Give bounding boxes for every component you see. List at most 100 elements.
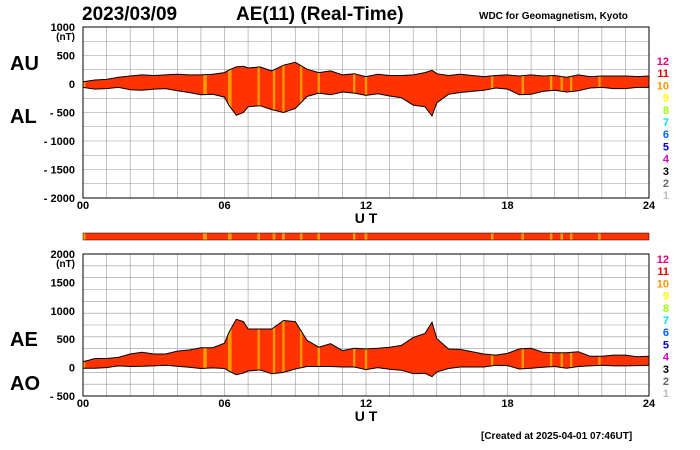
panel2-partial-stripe — [272, 319, 276, 377]
station-band-segment — [257, 233, 260, 240]
panel1-partial-stripe — [228, 62, 232, 116]
station-band-segment — [364, 233, 368, 240]
panel2-ytick-label: 1500 — [51, 277, 75, 289]
panel1-xtick-label: 12 — [360, 200, 372, 212]
panel2-xaxis-label: U T — [355, 408, 378, 424]
scale-label-8: 8 — [663, 303, 669, 315]
panel2-series-ao-line — [83, 364, 650, 378]
scale-label-8: 8 — [663, 105, 669, 117]
panel1-partial-stripe — [569, 62, 573, 116]
scale-label-11: 11 — [657, 266, 669, 278]
panel1-partial-stripe — [560, 62, 563, 116]
station-band-segment — [83, 233, 86, 240]
panel1-ytick-label: 1000 — [51, 22, 75, 34]
panel2-partial-stripe — [317, 319, 321, 377]
panel1-partial-stripe — [299, 62, 303, 116]
scale-label-4: 4 — [663, 352, 670, 364]
station-band-segment — [272, 233, 276, 240]
panel2-ytick-label: 1000 — [51, 306, 75, 318]
panel1-ytick-label: - 1500 — [44, 165, 75, 177]
panel1-ytick-label: 0 — [69, 79, 75, 91]
panel1-partial-stripe — [317, 62, 321, 116]
scale-label-10: 10 — [657, 278, 669, 290]
scale-label-3: 3 — [663, 364, 669, 376]
scale-label-1: 1 — [663, 388, 669, 400]
panel1-xtick-label: 18 — [501, 200, 513, 212]
scale-label-7: 7 — [663, 315, 669, 327]
scale-label-2: 2 — [663, 376, 669, 388]
station-band-segment — [600, 233, 649, 240]
label-ae: AE — [10, 329, 38, 351]
panel2-partial-stripe — [228, 319, 232, 377]
station-band-segment — [572, 233, 599, 240]
panel2-partial-stripe — [282, 319, 285, 377]
panel1-ytick-label: - 1000 — [44, 136, 75, 148]
station-band-segment — [355, 233, 365, 240]
scale-label-6: 6 — [663, 327, 669, 339]
station-band-segment — [302, 233, 318, 240]
station-band-segment — [206, 233, 229, 240]
panel2-frame — [82, 253, 650, 397]
station-band-segment — [367, 233, 491, 240]
panel2-ytick-label: 500 — [57, 334, 75, 346]
scale-label-12: 12 — [657, 56, 669, 68]
station-band-segment — [562, 233, 570, 240]
date-label: 2023/03/09 — [82, 4, 178, 25]
organization-label: WDC for Geomagnetism, Kyoto — [479, 11, 628, 22]
panel2-xtick-label: 18 — [501, 398, 513, 410]
station-band-segment — [320, 233, 354, 240]
station-band-segment — [203, 233, 207, 240]
panel2-partial-stripe — [299, 319, 303, 377]
station-band-segment — [228, 233, 232, 240]
station-band-segment — [549, 233, 553, 240]
station-band-segment — [569, 233, 573, 240]
station-band-segment — [524, 233, 550, 240]
panel2-area-fill — [83, 319, 649, 377]
panel2-unit-label: (nT) — [56, 259, 75, 270]
scale-label-9: 9 — [663, 291, 669, 303]
station-band-segment — [275, 233, 283, 240]
panel1-xtick-label: 24 — [643, 200, 656, 212]
panel2-ytick-label: 0 — [69, 363, 75, 375]
panel1-partial-stripe — [521, 62, 525, 116]
station-band-segment — [231, 233, 258, 240]
panel1-series-al-line — [82, 86, 649, 117]
station-band-segment — [552, 233, 561, 240]
panel1-ytick-label: - 2000 — [44, 193, 75, 205]
panel1-xaxis-label: U T — [355, 210, 378, 226]
station-band-segment — [560, 233, 563, 240]
panel1-ytick-label: 500 — [57, 51, 75, 63]
panel2-series-ae-line — [82, 318, 650, 363]
station-band-segment — [493, 233, 522, 240]
label-ao: AO — [10, 373, 40, 395]
scale-label-5: 5 — [663, 141, 669, 153]
station-band-segment — [259, 233, 273, 240]
panel2-ytick-label: 2000 — [51, 249, 75, 261]
panel1-partial-stripe — [203, 62, 207, 116]
scale-label-11: 11 — [657, 68, 669, 80]
scale-label-2: 2 — [663, 178, 669, 190]
station-band-segment — [353, 233, 356, 240]
scale-label-10: 10 — [657, 80, 669, 92]
scale-label-3: 3 — [663, 166, 669, 178]
panel1-xtick-label: 06 — [218, 200, 230, 212]
panel1-ytick-label: - 500 — [50, 108, 75, 120]
label-al: AL — [10, 106, 37, 128]
panel1-partial-stripe — [257, 62, 260, 116]
panel2-xtick-label: 24 — [643, 398, 656, 410]
station-band-frame — [82, 232, 650, 241]
scale-label-1: 1 — [663, 190, 669, 202]
scale-label-12: 12 — [657, 254, 669, 266]
panel1-partial-stripe — [282, 62, 285, 116]
station-band-segment — [282, 233, 285, 240]
station-band-segment — [317, 233, 321, 240]
station-band-segment — [490, 233, 494, 240]
station-band-segment — [85, 233, 204, 240]
panel2-xtick-label: 00 — [77, 398, 89, 410]
station-band-segment — [521, 233, 525, 240]
scale-label-5: 5 — [663, 339, 669, 351]
panel1-unit-label: (nT) — [56, 32, 75, 43]
label-au: AU — [10, 53, 39, 75]
panel1-frame — [82, 26, 650, 199]
panel1-partial-stripe — [272, 62, 276, 116]
